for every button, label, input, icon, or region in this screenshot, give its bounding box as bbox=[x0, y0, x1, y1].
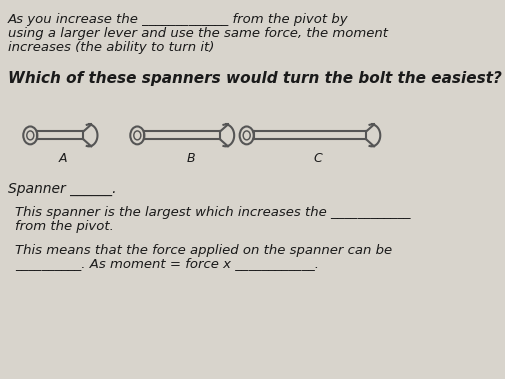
Text: This means that the force applied on the spanner can be: This means that the force applied on the… bbox=[16, 244, 392, 257]
Text: Which of these spanners would turn the bolt the easiest?: Which of these spanners would turn the b… bbox=[8, 71, 500, 86]
Text: B: B bbox=[186, 152, 195, 165]
Text: This spanner is the largest which increases the ____________: This spanner is the largest which increa… bbox=[16, 206, 410, 219]
Text: increases (the ability to turn it): increases (the ability to turn it) bbox=[8, 41, 214, 54]
Text: Spanner ______.: Spanner ______. bbox=[8, 182, 116, 196]
Text: using a larger lever and use the same force, the moment: using a larger lever and use the same fo… bbox=[8, 27, 387, 40]
Text: from the pivot.: from the pivot. bbox=[16, 220, 114, 233]
Text: __________. As moment = force x ____________.: __________. As moment = force x ________… bbox=[16, 257, 319, 271]
Text: As you increase the _____________ from the pivot by: As you increase the _____________ from t… bbox=[8, 13, 347, 26]
Text: C: C bbox=[313, 152, 322, 165]
Text: A: A bbox=[58, 152, 67, 165]
